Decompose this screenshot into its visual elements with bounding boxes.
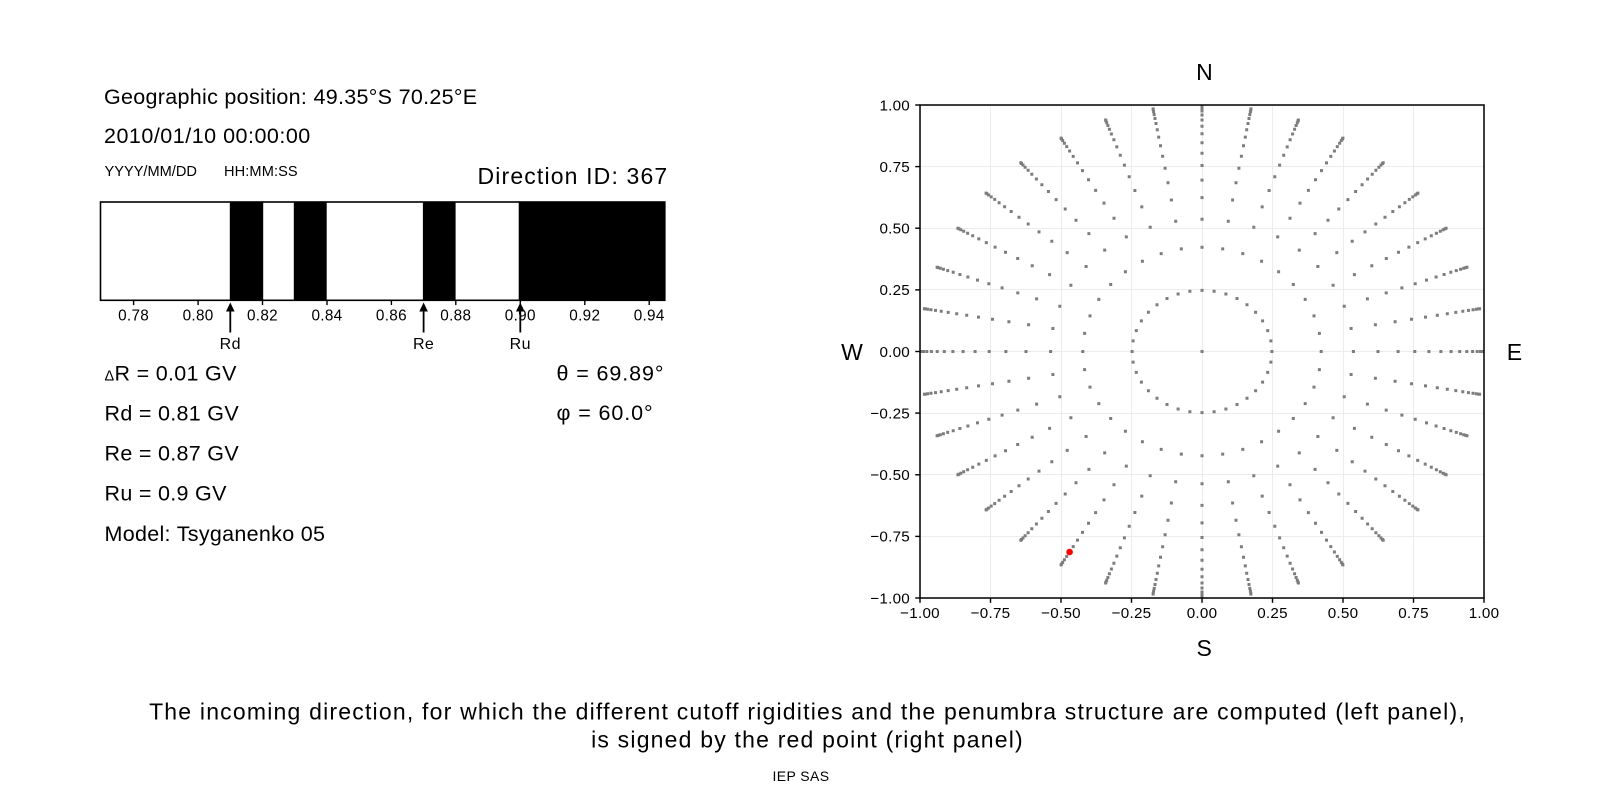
svg-text:θ = 69.89°: θ = 69.89° <box>557 362 665 386</box>
svg-text:The incoming direction, for wh: The incoming direction, for which the di… <box>149 698 1466 724</box>
svg-text:0.25: 0.25 <box>1257 605 1288 622</box>
svg-text:E: E <box>1507 339 1522 365</box>
svg-text:S: S <box>1197 635 1212 661</box>
svg-text:0.94: 0.94 <box>634 307 665 324</box>
svg-text:−0.75: −0.75 <box>971 605 1011 622</box>
svg-text:1.00: 1.00 <box>879 97 910 114</box>
svg-text:Geographic position: 49.35°S 7: Geographic position: 49.35°S 70.25°E <box>104 85 477 109</box>
svg-text:0.00: 0.00 <box>1187 605 1218 622</box>
svg-text:0.75: 0.75 <box>879 159 910 176</box>
svg-text:0.78: 0.78 <box>118 307 149 324</box>
svg-text:0.50: 0.50 <box>879 221 910 238</box>
svg-text:−1.00: −1.00 <box>870 590 910 607</box>
svg-text:−1.00: −1.00 <box>900 605 940 622</box>
svg-text:1.00: 1.00 <box>1469 605 1500 622</box>
svg-text:0.88: 0.88 <box>440 307 471 324</box>
svg-text:IEP SAS: IEP SAS <box>772 768 829 784</box>
svg-text:0.82: 0.82 <box>247 307 278 324</box>
svg-text:ΔR = 0.01 GV: ΔR = 0.01 GV <box>105 362 238 386</box>
svg-text:0.92: 0.92 <box>569 307 600 324</box>
svg-text:W: W <box>841 339 863 365</box>
svg-text:YYYY/MM/DD: YYYY/MM/DD <box>105 164 197 180</box>
svg-text:0.75: 0.75 <box>1398 605 1429 622</box>
svg-text:2010/01/10 00:00:00: 2010/01/10 00:00:00 <box>104 124 311 148</box>
svg-text:−0.25: −0.25 <box>870 405 910 422</box>
svg-text:is signed by the red point (ri: is signed by the red point (right panel) <box>591 727 1024 753</box>
svg-text:0.80: 0.80 <box>183 307 214 324</box>
svg-text:φ = 60.0°: φ = 60.0° <box>557 401 654 425</box>
svg-text:−0.25: −0.25 <box>1112 605 1152 622</box>
svg-text:Rd = 0.81 GV: Rd = 0.81 GV <box>105 402 240 426</box>
svg-text:−0.75: −0.75 <box>870 529 910 546</box>
svg-text:Re: Re <box>413 336 434 353</box>
svg-text:0.50: 0.50 <box>1328 605 1359 622</box>
svg-text:0.84: 0.84 <box>312 307 343 324</box>
svg-text:N: N <box>1196 59 1213 85</box>
svg-text:Ru: Ru <box>510 336 531 353</box>
svg-text:0.00: 0.00 <box>879 344 910 361</box>
svg-text:Direction ID: 367: Direction ID: 367 <box>478 163 669 189</box>
svg-text:Ru = 0.9 GV: Ru = 0.9 GV <box>105 482 228 506</box>
svg-text:Rd: Rd <box>220 336 241 353</box>
svg-text:−0.50: −0.50 <box>1041 605 1081 622</box>
svg-text:−0.50: −0.50 <box>870 467 910 484</box>
svg-text:0.86: 0.86 <box>376 307 407 324</box>
svg-text:Model: Tsyganenko 05: Model: Tsyganenko 05 <box>105 522 326 546</box>
svg-text:0.25: 0.25 <box>879 282 910 299</box>
svg-text:Re = 0.87 GV: Re = 0.87 GV <box>105 442 240 466</box>
svg-text:HH:MM:SS: HH:MM:SS <box>224 164 298 180</box>
